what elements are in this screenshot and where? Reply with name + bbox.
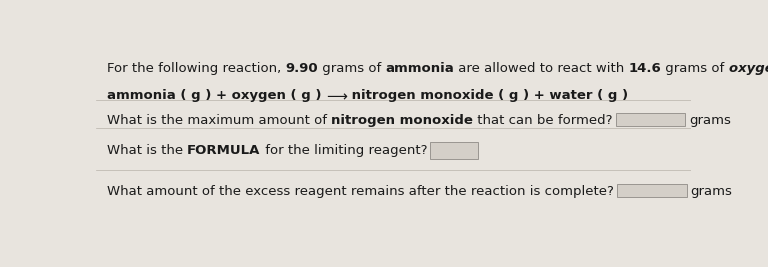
FancyBboxPatch shape <box>616 113 685 126</box>
Text: What amount of the excess reagent remains after the reaction is complete?: What amount of the excess reagent remain… <box>107 185 614 198</box>
Text: grams: grams <box>690 185 733 198</box>
Text: 14.6: 14.6 <box>629 62 661 75</box>
Text: grams: grams <box>689 115 731 127</box>
FancyBboxPatch shape <box>430 142 478 159</box>
Text: nitrogen monoxide: nitrogen monoxide <box>331 115 473 127</box>
Text: are allowed to react with: are allowed to react with <box>454 62 629 75</box>
Text: that can be formed?: that can be formed? <box>473 115 612 127</box>
Text: grams of: grams of <box>318 62 386 75</box>
Text: What is the: What is the <box>107 144 187 157</box>
Text: ammonia ( g ) + oxygen ( g ): ammonia ( g ) + oxygen ( g ) <box>107 89 326 102</box>
Text: For the following reaction,: For the following reaction, <box>107 62 286 75</box>
Text: for the limiting reagent?: for the limiting reagent? <box>260 144 427 157</box>
Text: grams of: grams of <box>661 62 729 75</box>
Text: nitrogen monoxide ( g ) + water ( g ): nitrogen monoxide ( g ) + water ( g ) <box>347 89 628 102</box>
Text: ⟶: ⟶ <box>326 89 347 104</box>
FancyBboxPatch shape <box>617 184 687 197</box>
Text: FORMULA: FORMULA <box>187 144 260 157</box>
Text: 9.90: 9.90 <box>286 62 318 75</box>
Text: oxygen gas: oxygen gas <box>729 62 768 75</box>
Text: ammonia: ammonia <box>386 62 454 75</box>
Text: What is the maximum amount of: What is the maximum amount of <box>107 115 331 127</box>
